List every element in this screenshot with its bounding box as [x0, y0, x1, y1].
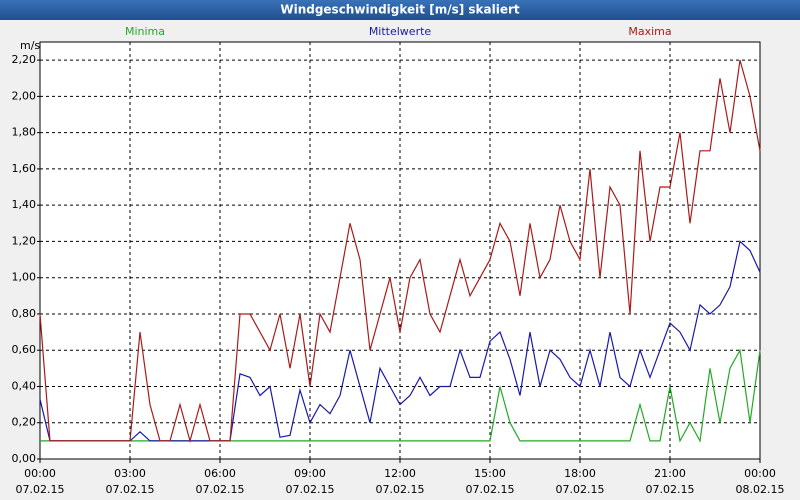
chart-title: Windgeschwindigkeit [m/s] skaliert: [280, 3, 520, 17]
x-tick-date: 07.02.15: [556, 483, 605, 496]
y-axis-unit: m/s: [20, 39, 40, 52]
x-tick-date: 08.02.15: [736, 483, 785, 496]
x-tick-label: 00:00: [24, 467, 56, 480]
y-tick-label: 2,00: [12, 89, 37, 102]
y-tick-label: 0,20: [12, 416, 37, 429]
x-tick-label: 09:00: [294, 467, 326, 480]
y-tick-label: 0,00: [12, 452, 37, 465]
title-bar: [0, 0, 800, 20]
x-tick-date: 07.02.15: [286, 483, 335, 496]
legend-entry: Maxima: [628, 25, 671, 38]
y-tick-label: 1,40: [12, 198, 37, 211]
x-tick-label: 18:00: [564, 467, 596, 480]
y-tick-label: 1,60: [12, 162, 37, 175]
x-tick-date: 07.02.15: [466, 483, 515, 496]
legend-entry: Minima: [125, 25, 165, 38]
x-tick-label: 03:00: [114, 467, 146, 480]
y-tick-label: 1,20: [12, 234, 37, 247]
y-tick-label: 0,80: [12, 307, 37, 320]
x-tick-label: 12:00: [384, 467, 416, 480]
x-tick-date: 07.02.15: [196, 483, 245, 496]
x-tick-label: 00:00: [744, 467, 776, 480]
x-tick-label: 21:00: [654, 467, 686, 480]
x-tick-label: 15:00: [474, 467, 506, 480]
x-tick-date: 07.02.15: [646, 483, 695, 496]
y-tick-label: 2,20: [12, 53, 37, 66]
legend-entry: Mittelwerte: [369, 25, 432, 38]
plot-frame: [39, 41, 761, 460]
x-tick-date: 07.02.15: [376, 483, 425, 496]
y-tick-label: 1,80: [12, 126, 37, 139]
x-tick-date: 07.02.15: [16, 483, 65, 496]
x-tick-label: 06:00: [204, 467, 236, 480]
y-tick-label: 0,40: [12, 379, 37, 392]
y-tick-label: 0,60: [12, 343, 37, 356]
plot-area: [40, 42, 760, 459]
series-line: [39, 59, 761, 444]
x-tick-date: 07.02.15: [106, 483, 155, 496]
y-tick-label: 1,00: [12, 271, 37, 284]
